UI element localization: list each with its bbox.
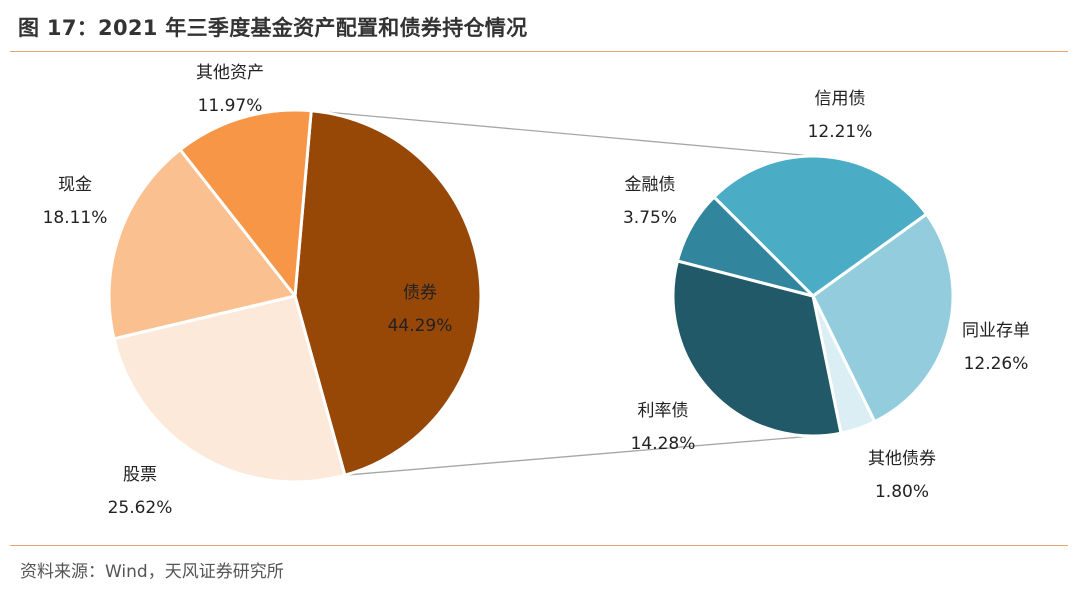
pie1-slice-0: [293, 109, 483, 477]
source-note: 资料来源：Wind，天风证券研究所: [20, 562, 284, 582]
pie1-slice-3: [178, 108, 313, 298]
pie1-slice-1: [112, 294, 347, 484]
pie1-slice-1-name: 股票: [123, 465, 157, 485]
pie2-slice-4-name: 金融债: [625, 175, 676, 195]
pie2-slice-1: [811, 212, 955, 424]
connector-lines: [311, 110, 814, 476]
pie1-slice-0-name: 债券: [403, 283, 437, 303]
pie1-slice-1-value: 25.62%: [108, 498, 173, 518]
pie2-slice-3-value: 14.28%: [631, 434, 696, 454]
pie1-slice-2-name: 现金: [58, 175, 92, 195]
connector-line-top: [311, 110, 814, 157]
pie2-slice-4-value: 3.75%: [623, 208, 677, 228]
pie2-slice-1-name: 同业存单: [962, 321, 1030, 341]
pie1-slice-2-value: 18.11%: [43, 208, 108, 228]
source-rule: [10, 545, 1068, 546]
pie2-slice-0: [712, 154, 929, 298]
asset-allocation-pie: [107, 108, 483, 484]
bond-holdings-pie: [671, 154, 955, 438]
slice-labels: 债券 44.29% 股票 25.62% 现金 18.11% 其他资产 11.97% 信用债 12.…: [43, 63, 1030, 518]
pie2-slice-1-value: 12.26%: [964, 354, 1029, 374]
pie2-slice-0-value: 12.21%: [808, 122, 873, 142]
pie2-slice-3: [671, 259, 843, 438]
pie2-slice-4: [675, 195, 815, 298]
title-rule: [10, 51, 1068, 52]
connector-line-bottom: [344, 435, 814, 476]
pie2-slice-0-name: 信用债: [815, 89, 866, 109]
pie2-slice-3-name: 利率债: [638, 401, 689, 421]
figure-title: 图 17：2021 年三季度基金资产配置和债券持仓情况: [18, 16, 528, 40]
pie1-slice-3-value: 11.97%: [198, 96, 263, 116]
pie1-slice-3-name: 其他资产: [196, 63, 264, 83]
pie1-slice-2: [107, 148, 297, 341]
pie1-slice-0-value: 44.29%: [388, 316, 453, 336]
pie2-slice-2-name: 其他债券: [868, 449, 936, 469]
pie2-slice-2-value: 1.80%: [875, 482, 929, 502]
